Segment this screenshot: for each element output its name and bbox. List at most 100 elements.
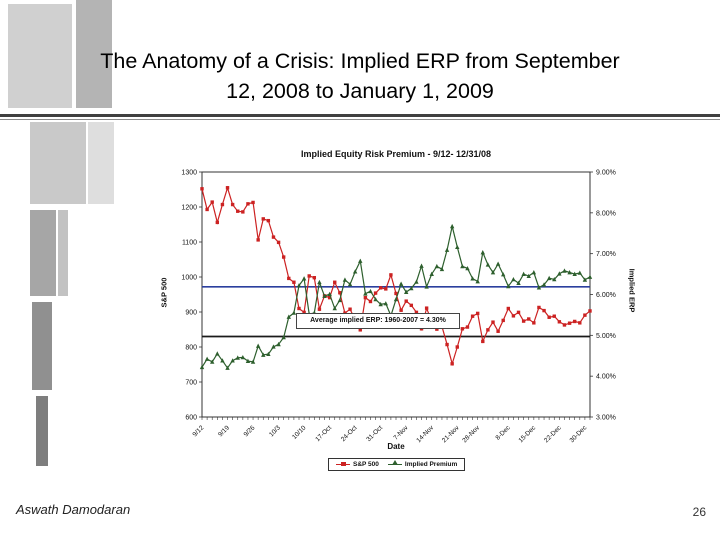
implied-premium-marker xyxy=(562,268,567,273)
s-p-500-marker xyxy=(302,310,306,315)
implied-premium-marker xyxy=(429,271,434,276)
x-axis-tick-label: 9/26 xyxy=(243,424,257,438)
implied-premium-marker xyxy=(414,279,419,284)
page-number: 26 xyxy=(692,505,706,519)
s-p-500-marker xyxy=(281,255,286,259)
left-axis-title: S&P 500 xyxy=(159,277,169,308)
s-p-500-marker xyxy=(557,320,562,324)
implied-premium-marker xyxy=(347,281,353,287)
x-axis-title: Date xyxy=(387,442,405,451)
title-divider-shadow xyxy=(0,119,720,120)
implied-premium-marker xyxy=(419,263,424,268)
implied-premium-marker xyxy=(322,293,327,299)
s-p-500-marker xyxy=(583,313,587,317)
implied-premium-marker xyxy=(434,263,440,269)
right-axis-tick-label: 9.00% xyxy=(596,170,616,177)
implied-premium-marker xyxy=(358,258,363,263)
chart-title: Implied Equity Risk Premium - 9/12- 12/3… xyxy=(300,149,492,159)
s-p-500-marker xyxy=(230,202,235,207)
chart-plot-area: 1300 1200 1100 1000 900 800 700 600 9.00% 8.00% 7.… xyxy=(181,170,616,445)
implied-premium-marker xyxy=(490,270,496,275)
x-axis-tick-label: 9/12 xyxy=(192,424,206,438)
s-p-500-marker xyxy=(562,323,567,327)
s-p-500-marker xyxy=(327,295,332,300)
implied-premium-marker xyxy=(409,285,414,291)
s-p-500-marker xyxy=(516,310,521,315)
x-axis-tick-label: 8-Dec xyxy=(495,424,513,442)
implied-premium-marker xyxy=(327,291,332,296)
implied-premium-marker xyxy=(552,276,557,282)
implied-erp-chart: 1300 1200 1100 1000 900 800 700 600 9.00% 8.00% 7.… xyxy=(150,136,644,484)
implied-premium-marker xyxy=(582,277,588,282)
s-p-500-marker xyxy=(220,202,225,207)
implied-premium-marker xyxy=(199,364,205,370)
implied-premium-marker xyxy=(495,261,501,266)
implied-premium-marker xyxy=(506,283,511,289)
right-axis-tick-label: 4.00% xyxy=(596,374,616,381)
s-p-500-marker xyxy=(481,339,485,344)
s-p-500-marker xyxy=(465,325,470,329)
s-p-500-marker xyxy=(506,306,511,311)
left-axis-tick-label: 1300 xyxy=(181,170,197,177)
implied-premium-marker xyxy=(296,283,302,288)
implied-premium-marker xyxy=(577,270,582,275)
slide-title-line2: 12, 2008 to January 1, 2009 xyxy=(226,79,494,103)
s-p-500-marker xyxy=(491,320,495,324)
left-axis-tick-label: 600 xyxy=(185,415,197,422)
chart-legend: S&P 500 Implied Premium xyxy=(328,458,466,471)
s-p-500-marker xyxy=(404,299,408,303)
implied-premium-marker xyxy=(363,291,368,296)
decorative-bar xyxy=(36,396,48,466)
implied-premium-marker xyxy=(276,341,281,347)
s-p-500-marker xyxy=(567,321,572,325)
implied-premium-marker xyxy=(230,358,235,363)
implied-premium-marker xyxy=(378,301,383,307)
implied-premium-marker xyxy=(501,272,506,277)
implied-premium-marker xyxy=(475,279,480,284)
s-p-500-marker xyxy=(399,308,403,312)
right-axis-tick-label: 7.00% xyxy=(596,251,616,258)
decorative-bar xyxy=(88,122,114,204)
s-p-500-marker xyxy=(521,319,526,323)
s-p-500-marker xyxy=(511,314,516,318)
decorative-bar xyxy=(58,210,68,296)
s-p-500-marker xyxy=(424,306,429,310)
implied-premium-marker xyxy=(480,250,485,255)
implied-premium-marker xyxy=(383,301,388,306)
right-axis-tick-label: 3.00% xyxy=(596,415,616,422)
legend-label-implied-premium: Implied Premium xyxy=(404,461,458,468)
s-p-500-marker xyxy=(271,235,276,239)
right-axis-tick-label: 6.00% xyxy=(596,292,616,299)
implied-premium-marker xyxy=(342,277,348,282)
s-p-500-marker xyxy=(455,345,459,349)
s-p-500-marker xyxy=(547,315,551,319)
s-p-500-marker xyxy=(542,308,546,313)
right-axis-tick-label: 5.00% xyxy=(596,333,616,340)
x-axis-tick-label: 15-Dec xyxy=(517,424,537,444)
s-p-500-marker xyxy=(287,276,291,281)
implied-premium-marker xyxy=(281,334,286,340)
s-p-500-marker xyxy=(297,306,301,311)
x-axis-tick-label: 10/10 xyxy=(291,424,308,441)
s-p-500-marker xyxy=(450,362,454,366)
implied-premium-marker xyxy=(250,359,256,364)
s-p-500-marker xyxy=(378,286,383,290)
s-p-500-marker xyxy=(256,238,260,242)
s-p-500-marker xyxy=(445,342,449,347)
decorative-bar xyxy=(30,210,56,296)
implied-premium-marker xyxy=(286,314,291,319)
s-p-500-marker xyxy=(236,209,240,213)
s-p-500-marker xyxy=(348,307,352,311)
implied-premium-marker xyxy=(404,289,409,294)
implied-premium-marker xyxy=(225,365,230,370)
s-p-500-marker xyxy=(486,328,490,332)
s-p-500-marker xyxy=(333,280,337,284)
s-p-500-marker xyxy=(501,318,505,323)
legend-item-sp500: S&P 500 xyxy=(336,461,379,468)
s-p-500-marker xyxy=(210,200,214,204)
left-axis-tick-label: 800 xyxy=(185,345,197,352)
s-p-500-marker xyxy=(394,291,398,296)
implied-premium-marker xyxy=(261,352,266,357)
implied-premium-marker xyxy=(332,305,337,311)
